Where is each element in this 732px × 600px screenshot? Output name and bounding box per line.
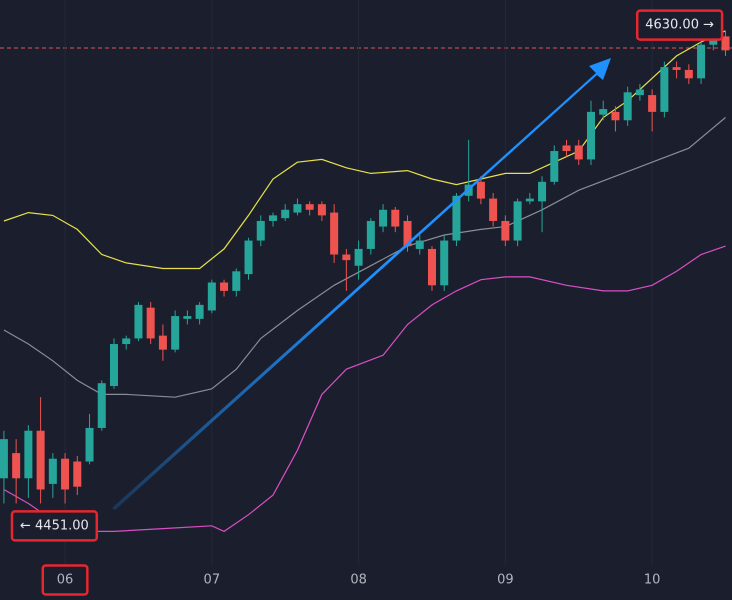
candle-body — [391, 209, 400, 227]
x-tick-label: 10 — [644, 573, 661, 588]
candle-body — [660, 67, 669, 112]
tick-highlight-box — [41, 564, 89, 596]
price-label: ← 4451.00 — [20, 518, 89, 533]
price-label-box — [10, 510, 99, 542]
candle-body — [623, 92, 632, 121]
candle-body — [452, 195, 461, 241]
candle-body — [317, 204, 326, 216]
candle-body — [207, 282, 216, 311]
candle-body — [415, 240, 424, 249]
candle-body — [268, 215, 277, 221]
candle-body — [599, 109, 608, 115]
candle-body — [36, 430, 45, 490]
x-tick-label: 06 — [57, 573, 74, 588]
candle-body — [366, 220, 375, 249]
candle-body — [256, 220, 265, 241]
candle-body — [574, 145, 583, 160]
price-label: 4630.00 → — [645, 18, 714, 33]
candle-body — [281, 209, 290, 219]
price-label-box — [635, 9, 724, 41]
candle-body — [232, 271, 241, 291]
candle-body — [489, 198, 498, 221]
candle-body — [24, 430, 33, 479]
candle-body — [525, 198, 534, 202]
candle-body — [244, 240, 253, 275]
candle-body — [440, 240, 449, 286]
candle-body — [427, 248, 436, 286]
candle-body — [293, 204, 302, 213]
candle-body — [85, 427, 94, 462]
candle-body — [562, 145, 571, 152]
candle-body — [697, 44, 706, 79]
candle-body — [672, 67, 681, 70]
candle-body — [403, 220, 412, 247]
candle-body — [538, 181, 547, 202]
candle-body — [635, 89, 644, 96]
candle-body — [134, 304, 143, 339]
candle-body — [330, 212, 339, 255]
x-tick-label: 07 — [204, 573, 221, 588]
candle-body — [550, 151, 559, 182]
candle-body — [122, 338, 131, 345]
candle-body — [171, 316, 180, 350]
candle-body — [158, 335, 167, 350]
candle-body — [476, 181, 485, 199]
candle-body — [97, 383, 106, 428]
arrow — [112, 58, 611, 510]
candle-body — [305, 204, 314, 210]
candle-body — [501, 220, 510, 241]
candle-body — [721, 36, 730, 51]
x-tick-label: 08 — [350, 573, 367, 588]
candle-body — [109, 344, 118, 386]
candle-body — [220, 282, 229, 291]
indicator-lines — [3, 30, 726, 533]
candle-body — [61, 458, 70, 490]
candle-body — [513, 201, 522, 241]
candle-body — [611, 111, 620, 121]
candle-body — [684, 69, 693, 79]
candle-body — [586, 111, 595, 160]
trend-arrow — [112, 58, 611, 510]
candle-body — [73, 461, 82, 487]
candle-body — [183, 316, 192, 319]
candle-body — [342, 254, 351, 261]
candle-body — [354, 248, 363, 266]
candle-body — [0, 439, 8, 479]
band-line — [3, 117, 726, 398]
candle-body — [146, 307, 155, 339]
candle-body — [379, 209, 388, 227]
candle-body — [648, 95, 657, 112]
band-line — [3, 30, 726, 270]
candle-body — [195, 304, 204, 319]
candle-body — [12, 453, 21, 479]
x-tick-label: 09 — [497, 573, 514, 588]
candle-body — [48, 458, 57, 484]
band-line — [3, 245, 726, 533]
labels: 06 07 08 09 10 4630.00 → ← 4451.00 — [10, 9, 724, 596]
